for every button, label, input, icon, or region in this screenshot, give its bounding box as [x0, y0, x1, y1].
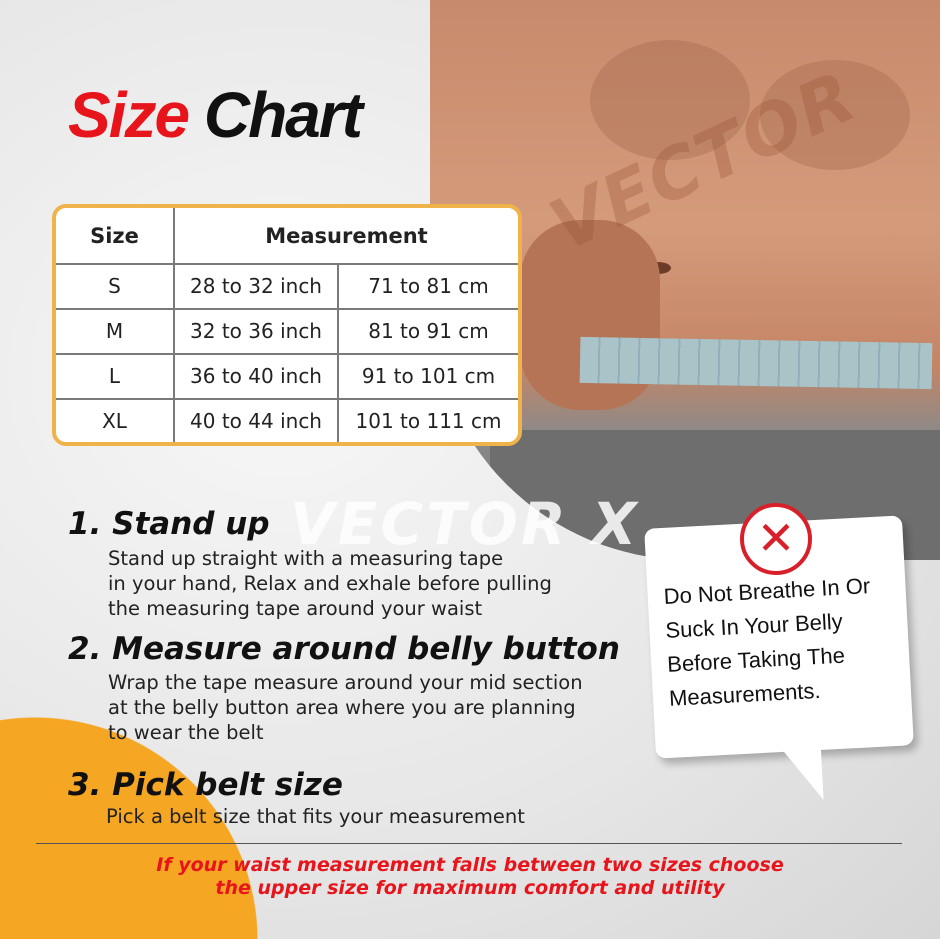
warning-text: Do Not Breathe In Or Suck In Your Belly …	[663, 573, 871, 711]
header-size: Size	[56, 208, 175, 265]
page-title: Size Chart	[68, 78, 363, 152]
size-cell: L	[56, 352, 175, 400]
table-row: XL 40 to 44 inch 101 to 111 cm	[56, 397, 518, 442]
table-row: M 32 to 36 inch 81 to 91 cm	[56, 307, 518, 355]
abs-shading	[590, 40, 750, 160]
step-title: 3. Pick belt size	[68, 767, 343, 803]
cm-cell: 91 to 101 cm	[337, 352, 518, 400]
divider	[36, 843, 902, 844]
measuring-tape	[579, 336, 933, 390]
title-black: Chart	[203, 79, 363, 151]
brand-logo: VECTOR X	[290, 490, 640, 558]
size-table: Size Measurement S 28 to 32 inch 71 to 81 c…	[52, 204, 522, 446]
size-cell: XL	[56, 397, 175, 442]
cm-cell: 81 to 91 cm	[337, 307, 518, 355]
x-mark-icon: ✕	[740, 503, 812, 575]
step-text: Stand up straight with a measuring tape …	[108, 547, 552, 620]
size-cell: S	[56, 263, 175, 310]
inch-cell: 32 to 36 inch	[172, 307, 340, 355]
cm-cell: 71 to 81 cm	[337, 263, 518, 310]
title-red: Size	[68, 79, 190, 151]
table-row: L 36 to 40 inch 91 to 101 cm	[56, 352, 518, 400]
inch-cell: 40 to 44 inch	[172, 397, 340, 442]
cm-cell: 101 to 111 cm	[337, 397, 518, 442]
step-text: Pick a belt size that fits your measurem…	[106, 805, 525, 828]
step-text: Wrap the tape measure around your mid se…	[108, 671, 583, 744]
orange-circle-decoration	[0, 715, 260, 939]
step-title: 1. Stand up	[68, 506, 270, 542]
abs-shading	[760, 60, 910, 170]
inch-cell: 28 to 32 inch	[172, 263, 340, 310]
step-title: 2. Measure around belly button	[68, 631, 620, 667]
header-measurement: Measurement	[173, 208, 518, 265]
inch-cell: 36 to 40 inch	[172, 352, 340, 400]
table-row: S 28 to 32 inch 71 to 81 cm	[56, 263, 518, 310]
size-cell: M	[56, 307, 175, 355]
sizing-note: If your waist measurement falls between …	[156, 854, 784, 899]
